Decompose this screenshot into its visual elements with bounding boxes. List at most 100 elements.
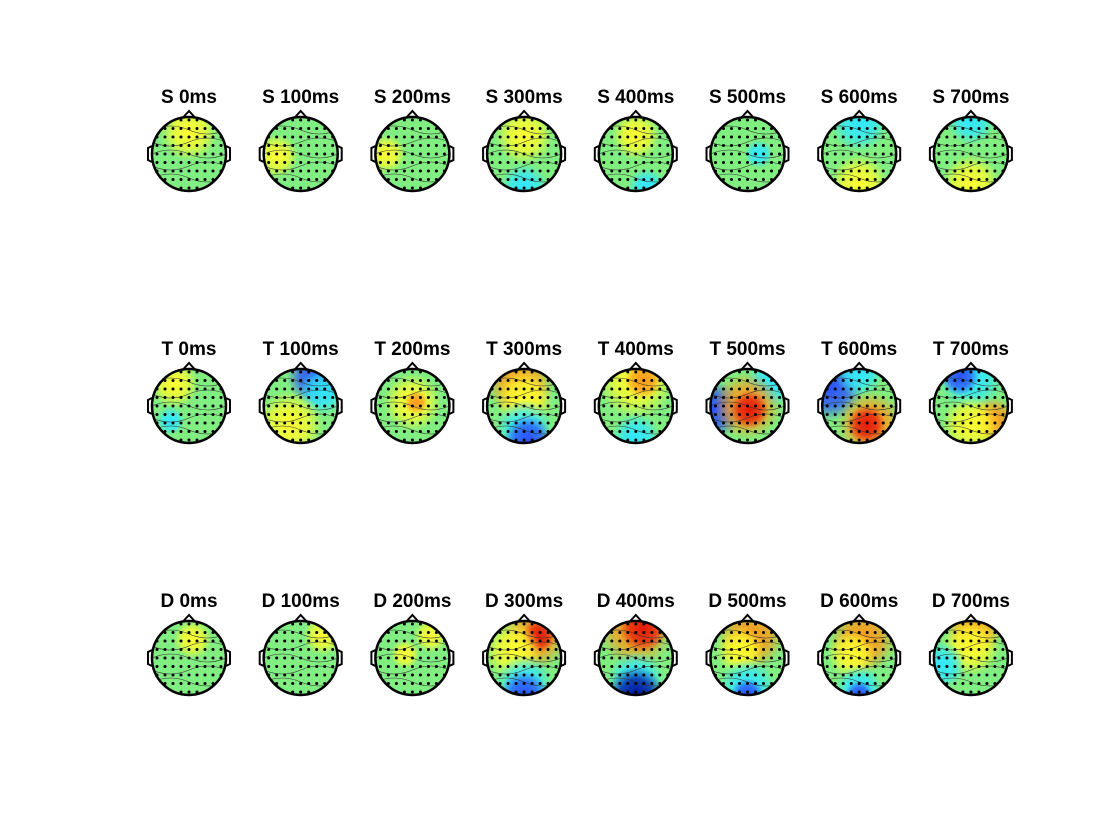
electrode <box>211 387 215 391</box>
potential-blob <box>619 621 668 653</box>
electrode <box>969 421 973 425</box>
electrode <box>881 144 885 147</box>
electrode <box>546 673 550 677</box>
electrode <box>626 396 630 399</box>
electrode <box>610 656 614 660</box>
electrode <box>977 169 981 173</box>
left-ear <box>147 397 153 415</box>
electrode <box>530 152 534 156</box>
electrode <box>155 404 159 408</box>
electrode <box>267 665 271 668</box>
electrode <box>961 127 965 130</box>
electrode <box>538 144 542 147</box>
electrode <box>730 648 733 651</box>
contour <box>822 665 897 675</box>
electrode <box>722 144 725 147</box>
electrode <box>953 639 957 643</box>
electrode <box>754 396 757 399</box>
electrode <box>514 135 518 139</box>
electrode <box>498 665 502 668</box>
electrode <box>195 631 199 634</box>
electrode <box>514 639 518 643</box>
electrode <box>163 648 167 651</box>
electrode <box>426 665 430 668</box>
electrode <box>873 665 877 668</box>
electrode <box>825 648 829 651</box>
electrode <box>969 631 973 634</box>
electrode <box>961 178 965 181</box>
potential-blob <box>156 406 185 436</box>
electrode <box>626 178 630 181</box>
electrode <box>538 161 542 164</box>
panel-title: T 600ms <box>821 339 897 360</box>
electrode <box>283 178 287 181</box>
electrode <box>283 665 287 668</box>
electrode <box>291 682 295 685</box>
electrode <box>1001 665 1005 668</box>
electrode <box>977 387 981 391</box>
topoplot: S 400ms <box>593 87 678 193</box>
electrode <box>490 656 494 660</box>
electrode <box>857 690 861 694</box>
electrode <box>945 656 949 660</box>
electrode <box>634 169 638 173</box>
electrode <box>754 430 757 433</box>
electrode <box>307 169 311 173</box>
electrode <box>738 169 741 173</box>
electrode <box>730 387 733 391</box>
panel-title: D 100ms <box>262 591 340 612</box>
electrode <box>602 404 606 408</box>
electrode <box>195 144 199 147</box>
electrode <box>650 673 654 677</box>
electrode <box>825 152 829 156</box>
contour <box>598 413 673 423</box>
electrode <box>985 421 989 425</box>
electrode <box>315 161 319 164</box>
electrode <box>163 656 167 660</box>
electrode <box>203 673 207 677</box>
electrode <box>945 639 949 643</box>
electrode <box>985 144 989 147</box>
right-ear <box>895 397 902 415</box>
electrode <box>211 169 215 173</box>
electrode <box>187 186 191 190</box>
electrode <box>618 396 622 399</box>
electrode <box>626 379 630 382</box>
nose <box>964 613 978 623</box>
electrode <box>410 118 414 122</box>
electrode <box>977 152 981 156</box>
electrode <box>490 404 494 408</box>
electrode <box>889 648 893 651</box>
contour <box>152 161 226 171</box>
electrode <box>514 656 518 660</box>
electrode <box>953 648 957 651</box>
electrode <box>1001 396 1005 399</box>
electrode <box>969 682 973 685</box>
electrode <box>650 421 654 425</box>
nose <box>182 613 196 623</box>
electrode <box>434 421 438 425</box>
electrode <box>841 665 845 668</box>
contour <box>710 389 785 399</box>
contour <box>598 665 673 675</box>
electrode <box>530 161 534 164</box>
electrode <box>538 178 542 181</box>
electrode <box>506 648 510 651</box>
electrode <box>498 387 502 391</box>
electrode <box>738 639 741 643</box>
electrode <box>187 370 191 374</box>
electrode <box>171 639 175 643</box>
nose <box>405 361 420 371</box>
electrode <box>490 161 494 164</box>
electrode <box>179 430 183 433</box>
electrode <box>626 144 630 147</box>
left-ear <box>928 649 935 667</box>
electrode <box>394 656 398 660</box>
electrode <box>442 144 446 147</box>
contour <box>487 161 562 171</box>
electrode <box>426 152 430 156</box>
electrode <box>969 144 973 147</box>
electrode <box>410 161 414 164</box>
head-outline <box>150 619 228 697</box>
electrode <box>163 152 167 156</box>
